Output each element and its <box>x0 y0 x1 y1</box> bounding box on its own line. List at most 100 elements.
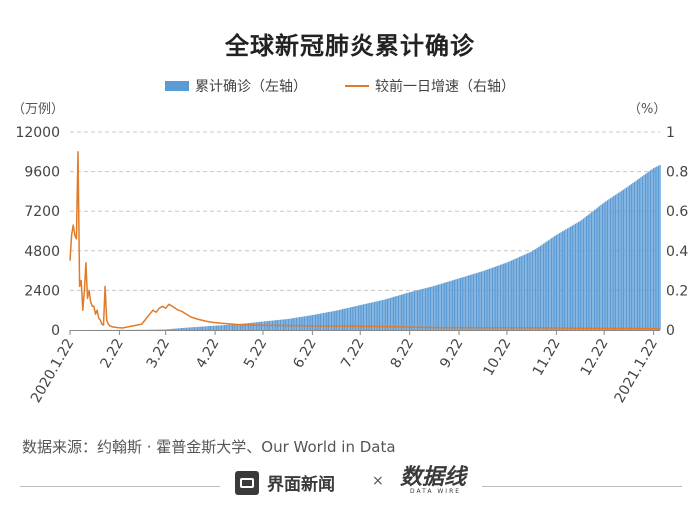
bar <box>423 288 425 330</box>
bar <box>294 317 296 330</box>
bar <box>592 211 594 330</box>
bar <box>506 262 508 330</box>
bar <box>306 315 309 330</box>
y-axis-left: 0 2400 4800 7200 9600 12000 <box>15 125 60 339</box>
bar <box>182 327 184 330</box>
bar <box>455 279 457 330</box>
bar <box>520 256 522 330</box>
bar <box>239 323 242 330</box>
x-tick-label: 3.22 <box>144 336 173 371</box>
bar <box>554 236 556 330</box>
bar <box>426 287 428 330</box>
bar <box>166 329 168 330</box>
bar <box>168 329 170 330</box>
x-axis-ticks: 2020.1.22 2.22 3.22 4.22 5.22 6.22 7.22 8.22 9.2… <box>28 330 661 406</box>
bar <box>624 188 626 330</box>
bar <box>617 192 620 330</box>
bar <box>424 288 427 330</box>
bar <box>300 316 302 330</box>
bar <box>571 225 573 330</box>
x-tick-label: 12.22 <box>578 336 612 379</box>
grid <box>70 131 660 291</box>
bar <box>600 204 602 330</box>
bar <box>246 323 248 330</box>
bar <box>335 310 337 330</box>
bar <box>574 223 577 330</box>
bar <box>318 313 320 330</box>
chart-title: 全球新冠肺炎累计确诊 <box>225 32 475 60</box>
x-tick-label: 11.22 <box>530 336 564 379</box>
bar <box>289 318 291 330</box>
bar <box>322 312 325 330</box>
bar <box>192 327 194 330</box>
bar <box>230 324 232 330</box>
bar <box>341 309 344 330</box>
bar <box>402 294 404 330</box>
bar <box>184 327 186 330</box>
legend-label: 累计确诊（左轴） <box>195 79 307 95</box>
bar <box>373 301 376 330</box>
bar <box>632 183 634 330</box>
bar <box>405 293 408 330</box>
bar <box>627 186 629 330</box>
bar <box>188 327 191 330</box>
bar <box>351 306 353 330</box>
bar <box>479 272 481 330</box>
bar <box>354 306 357 330</box>
bar <box>467 275 470 330</box>
y-right-tick-label: 0.4 <box>666 244 688 260</box>
bar <box>447 281 449 330</box>
bar <box>595 208 597 330</box>
y-left-tick-label: 0 <box>51 323 60 339</box>
bar <box>429 286 432 330</box>
bar <box>558 233 561 330</box>
bar <box>370 302 373 330</box>
bar <box>243 323 245 330</box>
bar <box>292 318 294 330</box>
bar <box>388 298 390 330</box>
bar <box>338 309 341 330</box>
bar <box>286 319 288 330</box>
bar <box>517 257 519 330</box>
bar <box>386 298 389 330</box>
bar <box>445 282 448 330</box>
bar <box>509 261 511 330</box>
bar <box>440 283 443 330</box>
bar <box>518 256 521 330</box>
bar <box>332 311 334 330</box>
bar <box>450 280 452 330</box>
bar <box>380 300 382 330</box>
bar <box>651 169 653 330</box>
bar <box>512 259 514 330</box>
bar <box>389 297 392 330</box>
bar <box>477 272 479 330</box>
bar <box>241 323 243 330</box>
bar <box>302 316 304 330</box>
bar <box>219 325 221 330</box>
bar <box>316 314 318 330</box>
bar <box>193 327 196 330</box>
bar <box>452 280 454 330</box>
bar <box>469 274 471 330</box>
bar <box>396 295 398 330</box>
bar <box>378 300 381 330</box>
x-tick-label: 6.22 <box>290 336 319 371</box>
footer-rule-right <box>482 486 682 487</box>
bar <box>404 293 406 330</box>
bar <box>176 328 178 330</box>
bar <box>648 171 650 330</box>
bar <box>303 316 306 330</box>
bar <box>635 180 637 330</box>
bar <box>203 326 205 330</box>
bar <box>606 200 609 330</box>
bar <box>498 265 500 330</box>
bar <box>547 240 550 330</box>
bar <box>472 273 475 330</box>
bar <box>365 303 368 330</box>
bar <box>515 258 518 330</box>
y-axis-right: 0 0.2 0.4 0.6 0.8 1 <box>666 125 688 339</box>
bar <box>385 299 387 330</box>
bar <box>252 322 255 330</box>
bar <box>611 197 613 330</box>
bar <box>475 273 478 330</box>
